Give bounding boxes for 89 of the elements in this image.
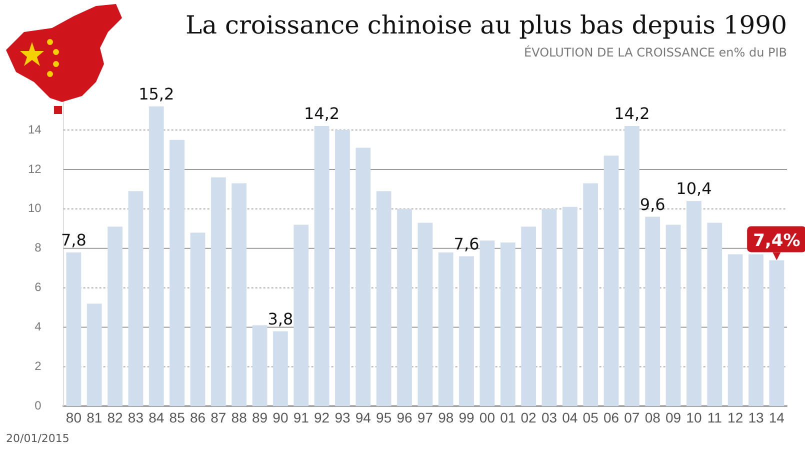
bar [148, 106, 164, 406]
data-label: 15,2 [138, 84, 174, 104]
chart-title: La croissance chinoise au plus bas depuis 1990 [186, 10, 787, 40]
data-label: 7,4% [753, 231, 800, 252]
x-tick-label: 14 [768, 409, 785, 426]
x-tick-label: 04 [562, 409, 578, 426]
bar [418, 222, 433, 406]
x-tick-label: 03 [541, 409, 558, 426]
y-tick-label: 10 [28, 201, 42, 216]
bar [521, 226, 536, 406]
data-label: 7,8 [60, 230, 86, 250]
bar [562, 206, 578, 406]
bar [666, 224, 681, 406]
y-tick-label: 6 [34, 280, 42, 294]
bar [273, 331, 288, 406]
bar [645, 216, 660, 406]
x-tick-label: 84 [148, 409, 164, 426]
x-tick-label: 96 [396, 409, 412, 426]
x-tick-label: 06 [603, 409, 620, 426]
data-label: 7,6 [454, 234, 480, 254]
bar [376, 191, 392, 406]
x-tick-label: 93 [334, 409, 350, 426]
data-label: 9,6 [640, 194, 666, 214]
bar [728, 254, 743, 406]
x-tick-label: 90 [272, 409, 288, 426]
x-tick-label: 09 [665, 409, 682, 426]
x-tick-label: 81 [86, 409, 102, 426]
bar [686, 201, 702, 406]
bar [170, 140, 185, 406]
y-tick-label: 2 [34, 359, 42, 374]
x-tick-label: 11 [707, 409, 722, 426]
x-tick-label: 12 [728, 409, 744, 426]
bar [583, 183, 598, 406]
y-tick-label: 4 [34, 320, 42, 334]
bar [294, 224, 309, 406]
text: 20/01/2015 [6, 432, 70, 445]
data-label: 14,2 [614, 104, 650, 124]
bar [66, 252, 82, 406]
bar [707, 222, 722, 406]
bar [190, 232, 206, 406]
y-tick-label: 8 [34, 240, 42, 255]
x-tick-label: 91 [293, 409, 310, 426]
x-tick-label: 00 [479, 409, 496, 426]
x-tick-label: 97 [417, 409, 434, 426]
bar [108, 226, 122, 406]
bar [232, 183, 247, 406]
x-tick-label: 05 [582, 409, 599, 426]
data-label: 3,8 [268, 309, 294, 328]
x-tick-label: 80 [66, 409, 82, 426]
bar [459, 256, 474, 406]
x-tick-label: 89 [252, 409, 268, 426]
bar [356, 148, 371, 406]
x-tick-label: 92 [314, 409, 330, 426]
data-label: 14,2 [304, 104, 340, 124]
x-tick-label: 98 [438, 409, 454, 426]
x-tick-label: 08 [644, 409, 661, 426]
bar [314, 126, 330, 406]
y-tick-label: 14 [28, 122, 42, 136]
bar [604, 156, 619, 406]
x-tick-label: 85 [169, 409, 186, 426]
y-tick-label: 0 [34, 398, 42, 413]
bar [335, 130, 350, 406]
bar [500, 242, 516, 406]
bar [397, 208, 412, 406]
x-tick-label: 86 [190, 409, 206, 426]
x-tick-label: 87 [210, 409, 226, 426]
bar [210, 177, 226, 406]
chart-subtitle: ÉVOLUTION DE LA CROISSANCE en% du PIB [524, 44, 787, 60]
bar [128, 191, 144, 406]
x-tick-label: 02 [520, 409, 537, 426]
x-tick-label: 13 [748, 409, 764, 426]
x-tick-label: 95 [376, 409, 392, 426]
x-tick-label: 99 [458, 409, 475, 426]
bar [542, 208, 557, 406]
bar [624, 126, 640, 406]
data-label: 10,4 [676, 179, 712, 198]
x-tick-label: 07 [624, 409, 640, 426]
x-tick-label: 10 [686, 409, 702, 426]
bar [252, 325, 268, 406]
x-tick-label: 94 [355, 409, 372, 426]
bar [86, 304, 102, 406]
x-tick-label: 82 [107, 409, 124, 426]
bar [480, 240, 495, 406]
bar [748, 254, 764, 406]
x-tick-label: 83 [128, 409, 144, 426]
y-tick-label: 12 [28, 162, 42, 176]
bar [438, 252, 454, 406]
x-tick-label: 01 [500, 409, 516, 426]
x-tick-label: 88 [231, 409, 248, 426]
